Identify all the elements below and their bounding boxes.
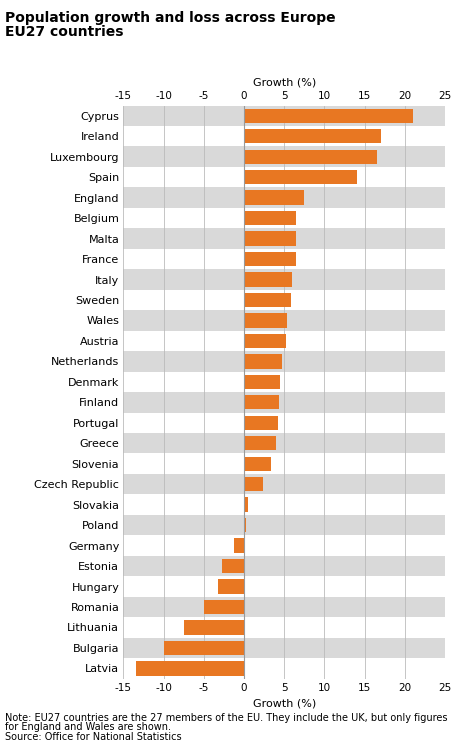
Bar (244, 498, 248, 512)
Bar (244, 334, 286, 348)
Bar (123, 126, 445, 146)
Bar (123, 249, 445, 269)
Bar (244, 272, 292, 287)
Bar (123, 392, 445, 412)
Bar (123, 433, 445, 453)
Bar (244, 477, 262, 492)
Bar (244, 354, 282, 369)
Bar (244, 149, 377, 164)
Bar (123, 106, 445, 126)
Bar (244, 436, 276, 450)
Bar (123, 372, 445, 392)
Bar (123, 331, 445, 351)
Bar (244, 518, 246, 532)
Bar (244, 191, 304, 205)
Bar (244, 211, 296, 225)
Bar (123, 638, 445, 658)
Bar (123, 167, 445, 188)
Bar (244, 395, 279, 409)
Bar (234, 538, 244, 553)
Bar (219, 579, 244, 593)
Text: Source: Office for National Statistics: Source: Office for National Statistics (5, 732, 181, 742)
Bar (164, 641, 244, 655)
Bar (123, 146, 445, 167)
Bar (244, 109, 413, 123)
Text: Note: EU27 countries are the 27 members of the EU. They include the UK, but only: Note: EU27 countries are the 27 members … (5, 713, 447, 722)
X-axis label: Growth (%): Growth (%) (253, 698, 316, 708)
Bar (123, 535, 445, 556)
Bar (123, 188, 445, 208)
Bar (123, 515, 445, 535)
Bar (123, 618, 445, 638)
Bar (244, 129, 381, 143)
Bar (123, 412, 445, 433)
Bar (204, 600, 244, 614)
Bar (244, 231, 296, 246)
Bar (123, 596, 445, 618)
Bar (123, 351, 445, 372)
Bar (123, 576, 445, 596)
Bar (244, 375, 280, 389)
Bar (244, 252, 296, 266)
Text: Population growth and loss across Europe: Population growth and loss across Europe (5, 11, 335, 26)
Bar (244, 170, 356, 185)
Bar (136, 661, 244, 676)
Bar (221, 559, 244, 573)
Bar (244, 457, 271, 470)
Text: for England and Wales are shown.: for England and Wales are shown. (5, 722, 171, 732)
Bar (244, 293, 291, 307)
Bar (184, 621, 244, 635)
Bar (123, 658, 445, 679)
Bar (123, 495, 445, 515)
Bar (123, 474, 445, 495)
Bar (123, 290, 445, 310)
Bar (244, 415, 278, 430)
Bar (123, 453, 445, 474)
Bar (123, 269, 445, 290)
Bar (123, 208, 445, 228)
Bar (123, 556, 445, 576)
Bar (123, 228, 445, 249)
X-axis label: Growth (%): Growth (%) (253, 78, 316, 87)
Bar (244, 314, 287, 328)
Text: EU27 countries: EU27 countries (5, 25, 123, 39)
Bar (123, 310, 445, 331)
